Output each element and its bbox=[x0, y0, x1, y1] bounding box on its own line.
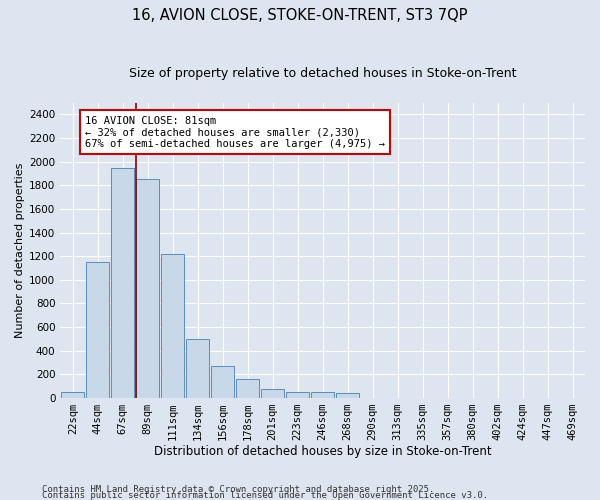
Bar bbox=[286, 392, 309, 398]
Bar bbox=[261, 388, 284, 398]
Bar bbox=[236, 379, 259, 398]
Bar bbox=[336, 393, 359, 398]
Bar bbox=[161, 254, 184, 398]
Text: 16 AVION CLOSE: 81sqm
← 32% of detached houses are smaller (2,330)
67% of semi-d: 16 AVION CLOSE: 81sqm ← 32% of detached … bbox=[85, 116, 385, 148]
Bar bbox=[136, 180, 159, 398]
X-axis label: Distribution of detached houses by size in Stoke-on-Trent: Distribution of detached houses by size … bbox=[154, 444, 491, 458]
Bar bbox=[111, 168, 134, 398]
Bar bbox=[61, 392, 84, 398]
Bar bbox=[186, 339, 209, 398]
Bar bbox=[311, 392, 334, 398]
Title: Size of property relative to detached houses in Stoke-on-Trent: Size of property relative to detached ho… bbox=[129, 68, 517, 80]
Bar bbox=[86, 262, 109, 398]
Y-axis label: Number of detached properties: Number of detached properties bbox=[15, 162, 25, 338]
Text: Contains public sector information licensed under the Open Government Licence v3: Contains public sector information licen… bbox=[42, 490, 488, 500]
Text: Contains HM Land Registry data © Crown copyright and database right 2025.: Contains HM Land Registry data © Crown c… bbox=[42, 484, 434, 494]
Text: 16, AVION CLOSE, STOKE-ON-TRENT, ST3 7QP: 16, AVION CLOSE, STOKE-ON-TRENT, ST3 7QP bbox=[132, 8, 468, 22]
Bar bbox=[211, 366, 234, 398]
